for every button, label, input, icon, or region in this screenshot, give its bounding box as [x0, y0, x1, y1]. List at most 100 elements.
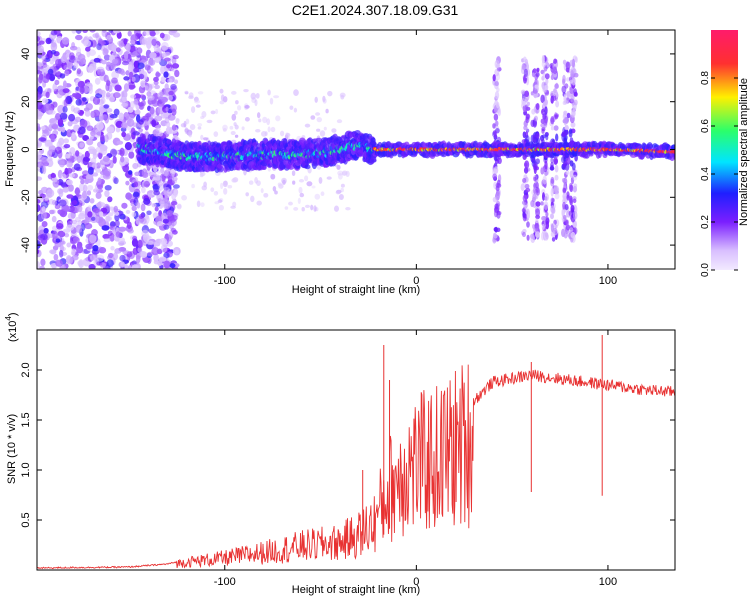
heatmap-cell: [564, 83, 568, 88]
heatmap-cell: [72, 255, 79, 260]
heatmap-cell: [83, 156, 89, 165]
heatmap-cell: [51, 173, 56, 178]
heatmap-cell: [88, 66, 94, 73]
heatmap-cell: [555, 186, 559, 194]
heatmap-cell: [44, 103, 50, 111]
heatmap-cell: [157, 260, 162, 266]
heatmap-cell: [527, 214, 531, 219]
heatmap-cell: [75, 35, 83, 40]
heatmap-cell: [104, 190, 109, 197]
heatmap-cell: [230, 126, 234, 130]
heatmap-cell: [273, 186, 277, 191]
heatmap-cell: [371, 137, 376, 142]
heatmap-cell: [54, 80, 59, 85]
heatmap-cell: [74, 163, 81, 170]
heatmap-cell: [255, 129, 260, 133]
heatmap-cell: [565, 170, 569, 175]
heatmap-cell: [550, 205, 554, 213]
heatmap-cell: [165, 202, 170, 208]
heatmap-cell: [68, 114, 75, 122]
heatmap-cell: [188, 95, 194, 99]
heatmap-cell: [552, 237, 555, 242]
heatmap-cell: [86, 103, 93, 110]
heatmap-cell: [160, 33, 165, 39]
heatmap-cell: [48, 124, 52, 131]
heatmap-cell: [553, 59, 557, 64]
heatmap-cell: [103, 170, 110, 175]
heatmap-cell: [144, 181, 150, 188]
heatmap-cell: [141, 204, 146, 212]
heatmap-cell: [542, 85, 547, 92]
heatmap-cell: [86, 174, 94, 179]
heatmap-cell: [95, 78, 101, 85]
heatmap-cell: [183, 121, 186, 128]
heatmap-cell: [573, 199, 577, 204]
heatmap-cell: [555, 101, 559, 108]
heatmap-cell: [527, 235, 530, 241]
heatmap-cell: [157, 181, 163, 187]
heatmap-cell: [171, 201, 177, 205]
heatmap-cell: [41, 55, 46, 60]
heatmap-cell: [153, 190, 160, 195]
heatmap-cell: [70, 46, 78, 51]
heatmap-cell: [113, 28, 121, 34]
heatmap-cell: [542, 55, 545, 64]
heatmap-cell: [172, 63, 179, 68]
heatmap-cell: [200, 135, 203, 140]
heatmap-cell: [553, 66, 557, 74]
heatmap-cell: [107, 216, 112, 220]
heatmap-cell: [231, 178, 236, 182]
heatmap-cell: [301, 207, 304, 211]
heatmap-cell: [526, 221, 530, 227]
heatmap-cell: [97, 202, 101, 209]
heatmap-cell: [280, 131, 284, 137]
heatmap-cell: [83, 40, 91, 47]
heatmap-cell: [574, 73, 579, 78]
heatmap-cell: [148, 59, 156, 66]
heatmap-cell: [196, 104, 201, 107]
heatmap-cell: [534, 225, 539, 231]
heatmap-cell: [535, 219, 538, 224]
heatmap-cell: [530, 234, 535, 239]
heatmap-cell: [63, 80, 67, 88]
heatmap-cell: [551, 126, 554, 130]
heatmap-cell: [492, 173, 497, 179]
heatmap-cell: [523, 125, 527, 130]
heatmap-cell: [64, 65, 70, 71]
heatmap-cell: [234, 111, 238, 115]
heatmap-cell: [526, 107, 531, 111]
heatmap-cell: [153, 77, 159, 82]
heatmap-cell: [190, 124, 195, 130]
heatmap-cell: [525, 117, 529, 123]
heatmap-cell: [73, 107, 80, 113]
heatmap-cell: [132, 206, 137, 211]
heatmap-cell: [210, 187, 214, 192]
heatmap-cell: [493, 169, 498, 174]
heatmap-cell: [571, 232, 576, 238]
heatmap-cell: [143, 198, 150, 205]
heatmap-cell: [108, 28, 113, 33]
heatmap-cell: [72, 200, 78, 205]
heatmap-cell: [113, 92, 121, 98]
heatmap-cell: [122, 61, 129, 65]
heatmap-cell: [194, 100, 200, 104]
heatmap-cell: [134, 172, 140, 176]
heatmap-cell: [540, 201, 544, 205]
heatmap-cell: [62, 106, 67, 113]
heatmap-cell: [323, 98, 327, 103]
heatmap-cell: [145, 83, 152, 91]
heatmap-cell: [167, 189, 172, 194]
heatmap-cell: [47, 151, 52, 157]
heatmap-cell: [126, 43, 131, 52]
heatmap-cell: [42, 130, 49, 137]
heatmap-cell: [124, 83, 129, 92]
heatmap-cell: [151, 203, 156, 207]
heatmap-cell: [61, 55, 67, 63]
heatmap-cell: [128, 31, 132, 37]
heatmap-cell: [141, 230, 149, 238]
heatmap-cell: [325, 109, 328, 114]
heatmap-cell: [171, 171, 174, 177]
heatmap-cell: [122, 96, 127, 102]
heatmap-cell: [243, 89, 248, 92]
heatmap-cell: [174, 79, 178, 84]
